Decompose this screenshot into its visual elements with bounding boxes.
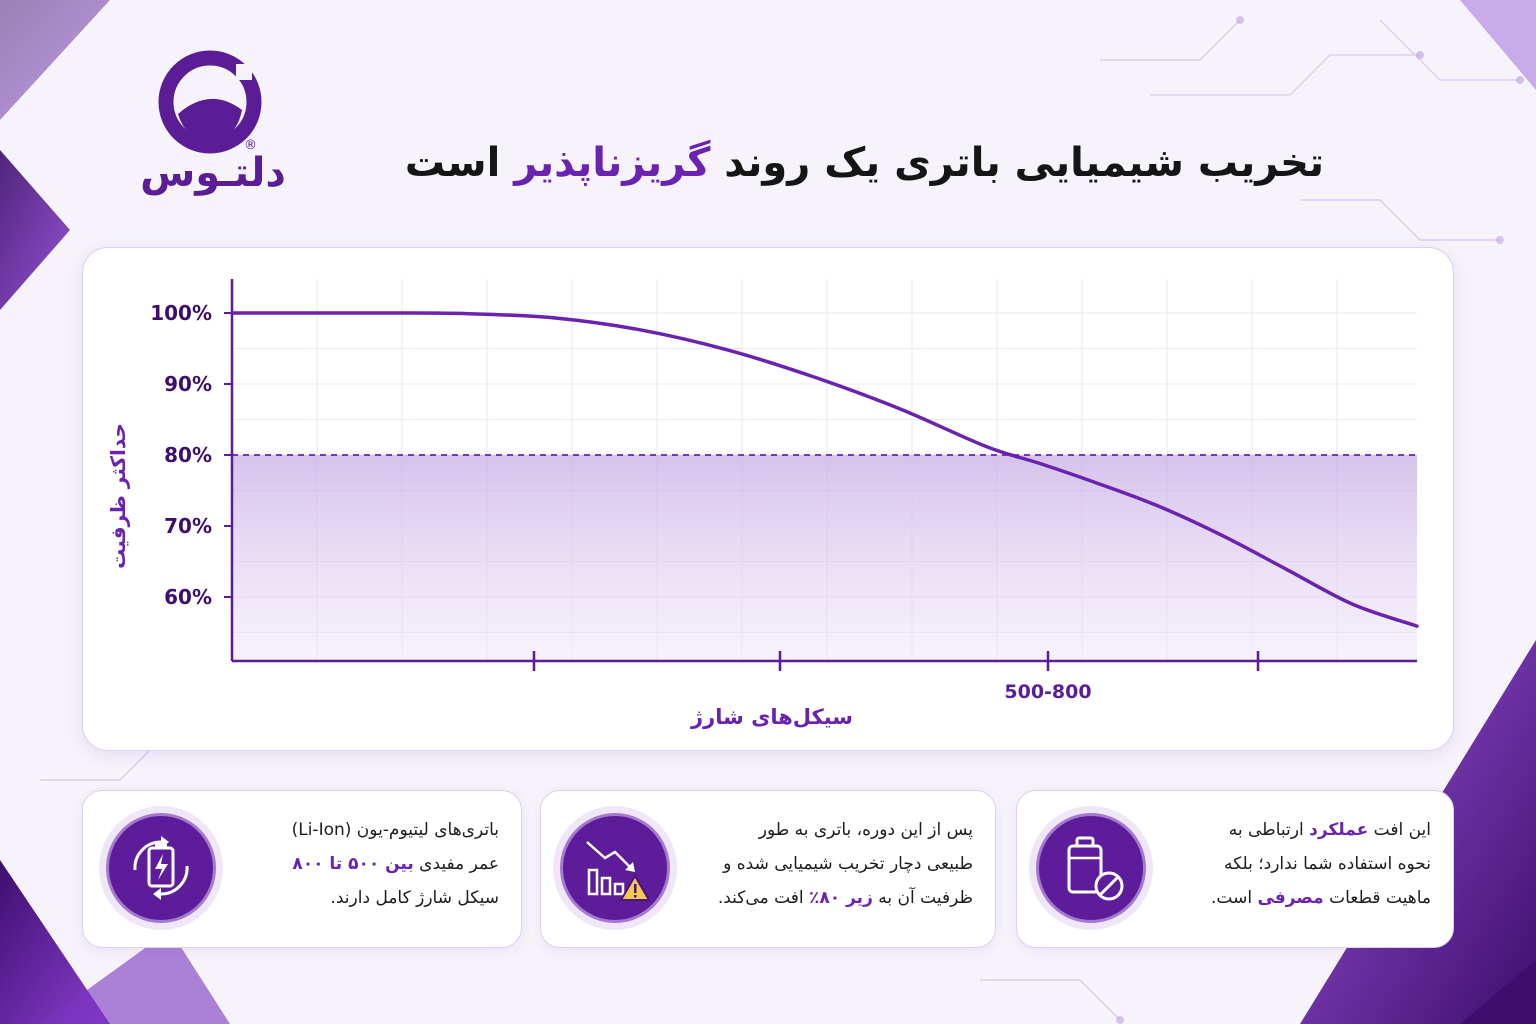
battery-cycle-icon <box>133 836 189 900</box>
card-text-span: این افت <box>1373 820 1431 840</box>
capacity-chart: 100% 90% 80% 70% 60% 500-800 <box>150 279 1419 703</box>
y-tick-label: 80% <box>164 443 212 467</box>
brand-name: دلتـوس <box>140 150 286 196</box>
y-tick-label: 90% <box>164 372 212 396</box>
card-text-span: ظرفیت آن به <box>878 888 973 908</box>
card-text-span: ماهیت قطعات <box>1329 888 1431 908</box>
icon-circle <box>553 806 677 930</box>
card-text-span: عمر مفیدی <box>419 854 499 874</box>
battery-no-icon <box>1067 836 1124 901</box>
card-text-span: ارتباطی به <box>1228 820 1304 840</box>
chart-down-warning-icon <box>586 841 651 901</box>
icon-circle <box>1029 806 1153 930</box>
card-line: عمر مفیدی بین ۵۰۰ تا ۸۰۰ <box>229 847 499 881</box>
card-text-span: است. <box>1210 888 1253 908</box>
card-text: باتری‌های لیتیوم-یون (Li-Ion) عمر مفیدی … <box>229 813 499 915</box>
title-part-2: است <box>404 140 501 186</box>
info-card-consumable: این افت عملکرد ارتباطی به نحوه استفاده ش… <box>1016 790 1454 948</box>
page-title: تخریب شیمیایی باتری یک روند گریزناپذیر ا… <box>405 140 1324 186</box>
card-highlight: زیر ۸۰٪ <box>809 888 873 908</box>
info-card-degradation: پس از این دوره، باتری به طور طبیعی دچار … <box>540 790 996 948</box>
x-tick-label: 500-800 <box>1004 681 1091 703</box>
y-axis-title: حداکثر ظرفیت <box>106 423 130 569</box>
card-text: پس از این دوره، باتری به طور طبیعی دچار … <box>673 813 973 915</box>
svg-text:®: ® <box>244 138 257 153</box>
card-line: نحوه استفاده شما ندارد؛ بلکه <box>1223 854 1431 874</box>
card-line: ظرفیت آن به زیر ۸۰٪ افت می‌کند. <box>673 881 973 915</box>
card-highlight: بین ۵۰۰ تا ۸۰۰ <box>292 854 414 874</box>
card-line: طبیعی دچار تخریب شیمیایی شده و <box>723 854 973 874</box>
card-text: این افت عملکرد ارتباطی به نحوه استفاده ش… <box>1161 813 1431 915</box>
icon-circle <box>99 806 223 930</box>
card-line: ماهیت قطعات مصرفی است. <box>1161 881 1431 915</box>
brand-logo-icon: ® <box>158 50 262 154</box>
title-highlight: گریزناپذیر <box>514 140 711 186</box>
series-line <box>230 311 1419 628</box>
card-highlight: مصرفی <box>1257 888 1324 908</box>
title-part-1: تخریب شیمیایی باتری یک روند <box>724 140 1324 186</box>
x-axis-title: سیکل‌های شارژ <box>691 705 853 729</box>
card-line: این افت عملکرد ارتباطی به <box>1161 813 1431 847</box>
info-card-lifespan: باتری‌های لیتیوم-یون (Li-Ion) عمر مفیدی … <box>82 790 522 948</box>
card-line: سیکل شارژ کامل دارند. <box>330 888 499 908</box>
card-line: پس از این دوره، باتری به طور <box>758 820 973 840</box>
card-highlight: عملکرد <box>1309 820 1369 840</box>
card-text-span: افت می‌کند. <box>717 888 804 908</box>
y-tick-label: 70% <box>164 514 212 538</box>
degradation-zone <box>232 455 1417 661</box>
card-line: باتری‌های لیتیوم-یون (Li-Ion) <box>291 820 499 840</box>
y-tick-label: 60% <box>164 585 212 609</box>
y-tick-label: 100% <box>150 301 212 325</box>
